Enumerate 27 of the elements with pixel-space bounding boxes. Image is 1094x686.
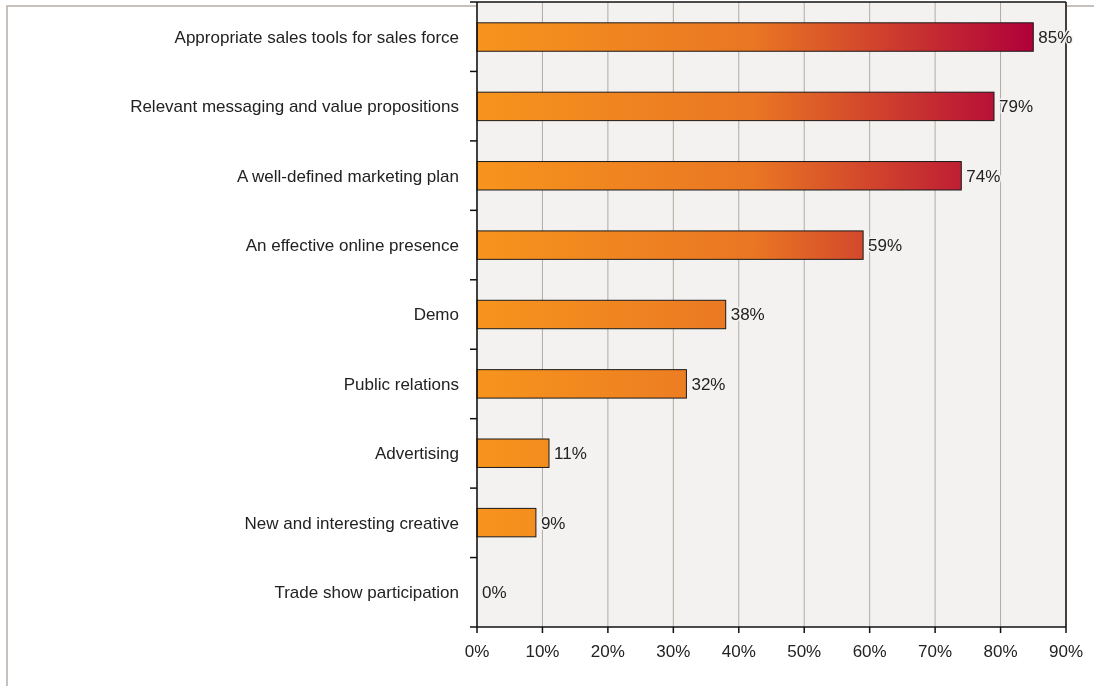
data-label: 9%	[540, 513, 566, 533]
y-tick-label: Public relations	[343, 374, 459, 394]
data-label: 11%	[553, 444, 587, 464]
data-label: 79%	[999, 97, 1034, 117]
x-tick-label: 10%	[525, 642, 560, 661]
x-tick-label: 20%	[590, 642, 625, 661]
y-tick-label: Advertising	[374, 444, 459, 464]
y-tick-label: A well-defined marketing plan	[236, 166, 459, 186]
x-tick-label: 60%	[852, 642, 887, 661]
x-tick-label: 90%	[1048, 642, 1084, 661]
x-tick-label: 0%	[464, 642, 490, 661]
x-tick-label: 70%	[918, 642, 953, 661]
data-label: 59%	[868, 236, 903, 256]
x-tick-label: 40%	[721, 642, 756, 661]
data-label: 38%	[730, 305, 765, 325]
y-tick-label: Demo	[413, 305, 459, 325]
data-label: 74%	[966, 166, 1001, 186]
y-tick-label: Trade show participation	[274, 582, 459, 602]
y-tick-label: Appropriate sales tools for sales force	[174, 27, 459, 47]
y-tick-label: An effective online presence	[245, 236, 459, 256]
y-tick-label: Relevant messaging and value propositions	[130, 97, 459, 117]
y-tick-label: New and interesting creative	[244, 513, 459, 533]
x-tick-label: 80%	[983, 642, 1018, 661]
x-tick-label: 30%	[656, 642, 691, 661]
x-tick-label: 50%	[787, 642, 822, 661]
data-label: 32%	[691, 374, 726, 394]
data-label: 0%	[482, 582, 507, 602]
